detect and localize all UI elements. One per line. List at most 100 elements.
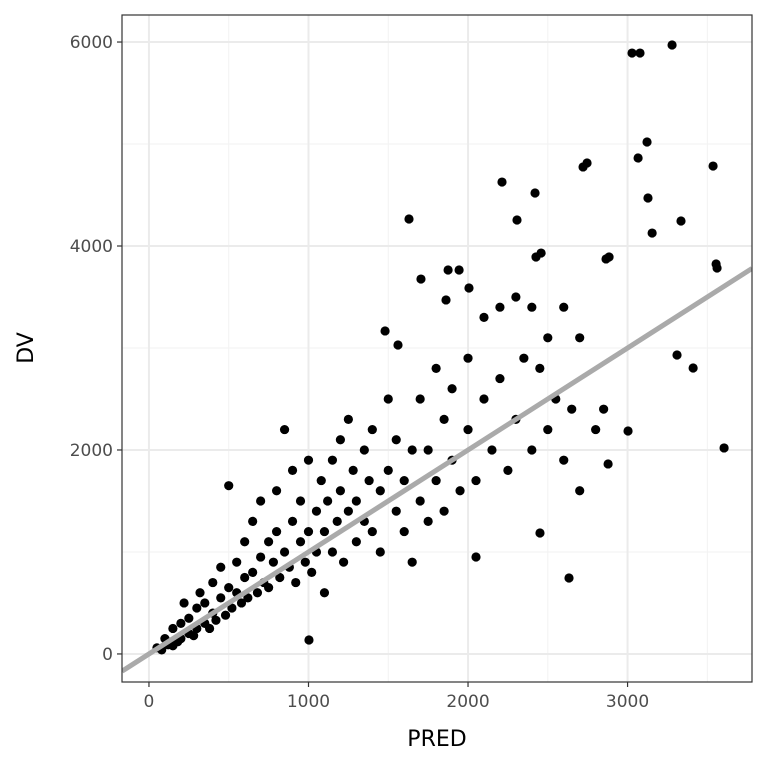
point <box>495 373 505 384</box>
point <box>335 486 346 496</box>
point <box>195 588 205 598</box>
point <box>530 188 540 198</box>
point <box>578 162 588 172</box>
axes: 0 1000 2000 3000 0 2000 4000 6000 <box>70 33 649 712</box>
point <box>415 394 425 404</box>
point <box>455 486 465 496</box>
point <box>519 353 529 363</box>
panel <box>122 15 752 682</box>
point <box>343 506 353 516</box>
point <box>204 623 215 634</box>
point <box>189 630 199 641</box>
point <box>712 263 722 273</box>
point <box>327 547 338 557</box>
point <box>708 161 718 171</box>
point <box>200 598 210 608</box>
point <box>479 312 489 322</box>
y-tick-label: 2000 <box>70 441 113 461</box>
point <box>295 496 306 506</box>
point <box>240 537 250 547</box>
point <box>383 465 393 475</box>
point <box>404 214 414 224</box>
point <box>407 557 417 567</box>
point <box>192 603 202 613</box>
point <box>454 265 464 275</box>
y-axis-title: DV <box>14 332 39 364</box>
point <box>423 445 433 455</box>
point <box>335 435 346 445</box>
point <box>391 506 401 516</box>
point <box>543 424 553 435</box>
point <box>443 265 453 275</box>
point <box>487 445 497 455</box>
point <box>667 40 677 50</box>
point <box>359 445 369 455</box>
point <box>601 254 611 264</box>
point <box>623 426 633 436</box>
point <box>431 363 441 373</box>
point <box>511 292 521 302</box>
point <box>303 455 314 465</box>
point <box>327 455 338 465</box>
point <box>471 475 481 486</box>
point <box>300 557 310 567</box>
point <box>287 516 298 526</box>
point <box>393 340 403 350</box>
point <box>211 615 221 625</box>
point <box>383 394 393 404</box>
point <box>232 557 242 567</box>
point <box>676 216 686 226</box>
point <box>431 475 441 486</box>
point <box>535 363 545 373</box>
point <box>627 48 637 58</box>
point <box>535 528 545 538</box>
point <box>447 384 457 394</box>
point <box>304 635 314 645</box>
point <box>672 350 682 360</box>
point <box>688 363 698 373</box>
point <box>633 153 643 163</box>
point <box>527 445 537 455</box>
point <box>643 193 653 203</box>
point <box>279 424 290 435</box>
point <box>268 557 278 567</box>
point <box>479 394 489 404</box>
point <box>463 424 473 435</box>
point <box>208 577 218 588</box>
point <box>271 526 282 537</box>
point <box>543 333 553 343</box>
point <box>184 613 194 623</box>
point <box>311 506 322 516</box>
point <box>495 302 505 312</box>
point <box>375 547 385 557</box>
point <box>351 496 361 506</box>
point <box>287 465 298 475</box>
point <box>224 481 234 491</box>
point <box>295 537 306 547</box>
point <box>279 547 290 557</box>
point <box>236 598 247 608</box>
point <box>423 516 433 526</box>
point <box>216 562 226 572</box>
point <box>243 593 253 603</box>
point <box>531 252 541 262</box>
point <box>441 295 451 305</box>
point <box>256 552 266 562</box>
point <box>407 445 417 455</box>
point <box>323 496 333 506</box>
point <box>564 573 574 583</box>
point <box>439 414 449 424</box>
point <box>275 572 285 583</box>
point <box>591 424 601 435</box>
point <box>264 583 274 593</box>
point <box>367 424 377 435</box>
x-tick-label: 1000 <box>287 692 330 712</box>
point <box>338 557 349 567</box>
points <box>152 40 729 655</box>
point <box>343 414 353 424</box>
point <box>603 459 613 469</box>
x-tick-label: 2000 <box>446 692 489 712</box>
x-tick-label: 0 <box>144 692 155 712</box>
y-tick-label: 0 <box>102 645 113 665</box>
point <box>351 537 361 547</box>
